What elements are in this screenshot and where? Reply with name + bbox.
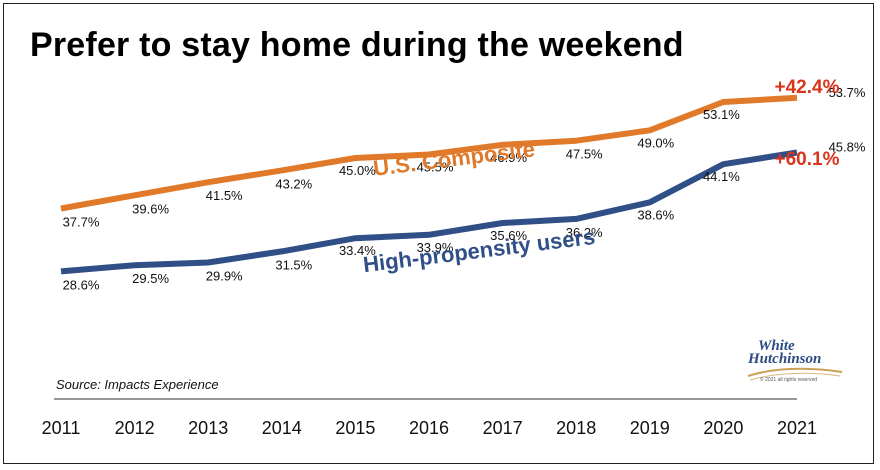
x-tick-label: 2012 — [115, 418, 155, 438]
x-tick-label: 2011 — [42, 418, 81, 438]
source-note: Source: Impacts Experience — [56, 377, 219, 392]
chart-title: Prefer to stay home during the weekend — [30, 26, 684, 64]
data-label: 38.6% — [637, 207, 674, 222]
x-tick-label: 2014 — [262, 418, 302, 438]
data-label: 37.7% — [63, 214, 100, 229]
change-label: +60.1% — [775, 149, 840, 170]
data-label: 47.5% — [566, 147, 603, 162]
data-label: 41.5% — [206, 188, 243, 203]
x-tick-label: 2021 — [777, 418, 817, 438]
white-hutchinson-logo: White Hutchinson © 2021 all rights reser… — [746, 338, 846, 388]
data-label: 43.2% — [275, 176, 312, 191]
data-label: 29.5% — [132, 271, 169, 286]
data-label: 49.0% — [637, 135, 674, 150]
data-label: 46.9% — [490, 150, 527, 165]
logo-copyright: © 2021 all rights reserved — [760, 377, 818, 383]
x-tick-label: 2013 — [188, 418, 228, 438]
data-label: 45.5% — [417, 160, 454, 175]
series-name-label: U.S. Composite — [372, 136, 536, 181]
data-label: 35.6% — [490, 228, 527, 243]
x-tick-label: 2018 — [556, 418, 596, 438]
data-label: 33.9% — [417, 240, 454, 255]
change-label: +42.4% — [775, 77, 840, 98]
data-label: 45.0% — [339, 163, 376, 178]
x-tick-label: 2016 — [409, 418, 449, 438]
data-label: 33.4% — [339, 243, 376, 258]
data-label: 28.6% — [63, 277, 100, 292]
data-label: 44.1% — [703, 169, 740, 184]
data-label: 39.6% — [132, 201, 169, 216]
data-label: 53.1% — [703, 107, 740, 122]
x-tick-label: 2015 — [335, 418, 375, 438]
series-line — [60, 149, 798, 275]
data-label: 36.2% — [566, 225, 603, 240]
logo-line-1: White — [758, 338, 795, 354]
logo-swoosh-icon — [747, 367, 843, 381]
data-label: 29.9% — [206, 268, 243, 283]
x-tick-label: 2017 — [483, 418, 523, 438]
data-label: 53.7% — [829, 85, 866, 100]
data-label: 45.8% — [829, 139, 866, 154]
x-tick-label: 2020 — [703, 418, 743, 438]
x-tick-label: 2019 — [630, 418, 670, 438]
series-name-label: High-propensity users — [362, 224, 597, 277]
series-line — [60, 94, 798, 212]
data-label: 31.5% — [275, 257, 312, 272]
logo-line-2: Hutchinson — [748, 351, 822, 367]
